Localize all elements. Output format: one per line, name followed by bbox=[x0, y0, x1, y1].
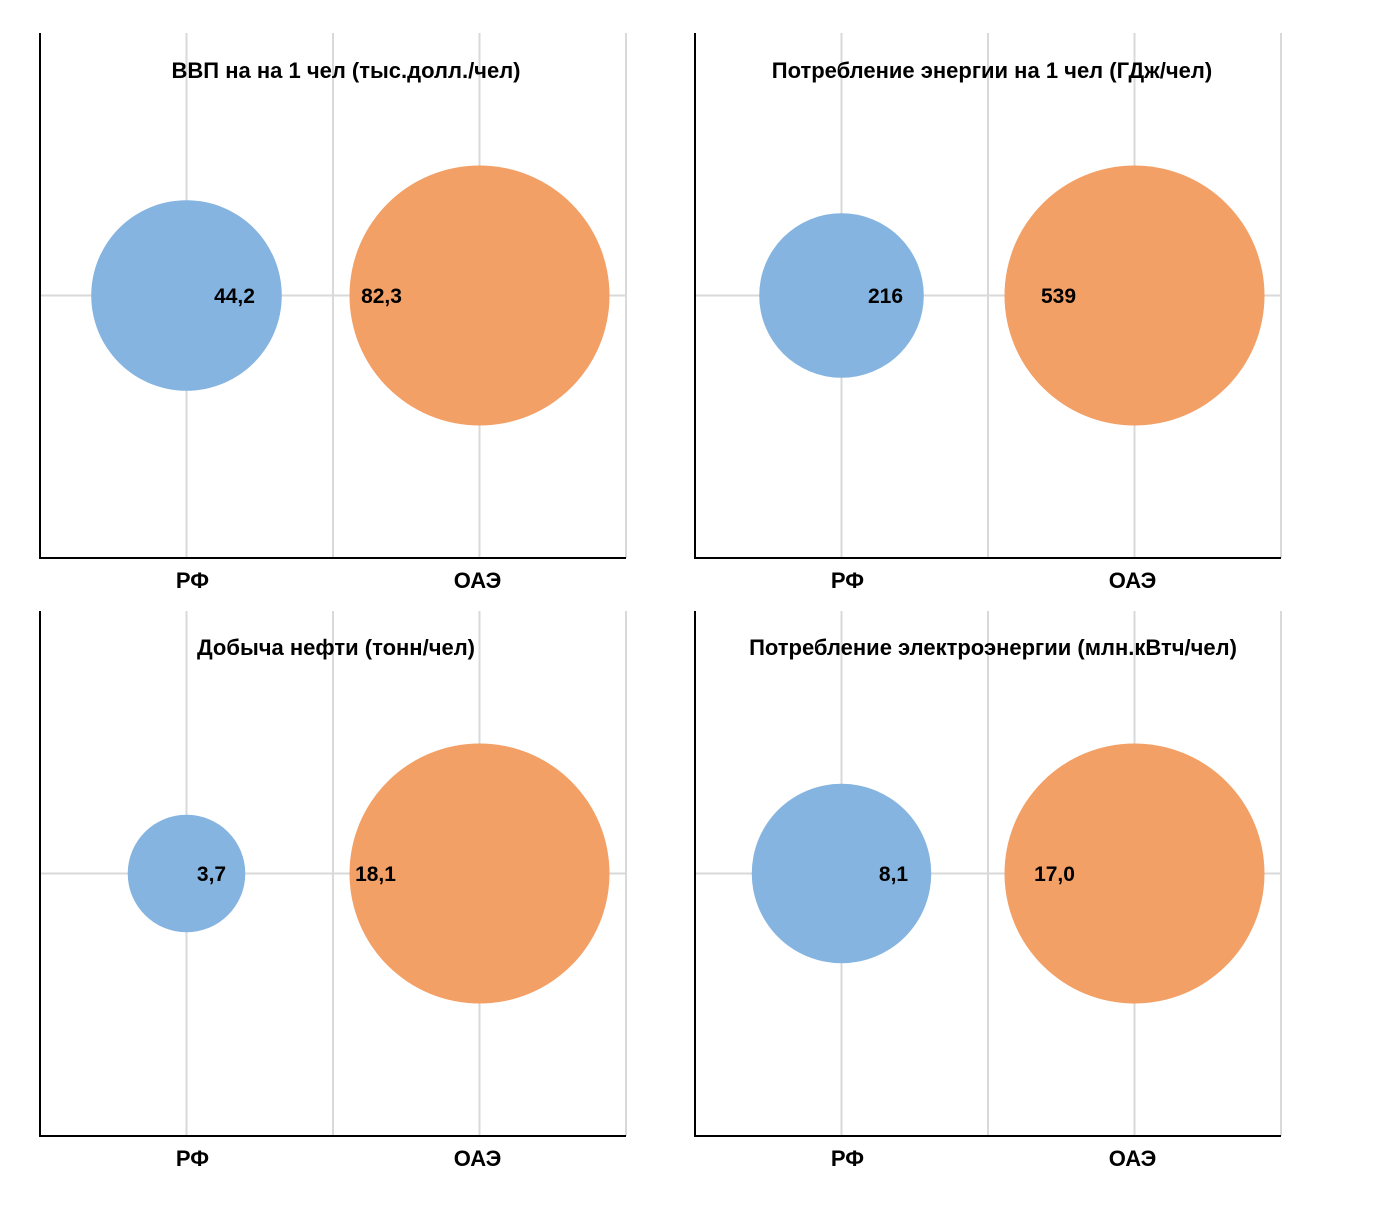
bubble-rf bbox=[91, 200, 282, 391]
chart-title: Потребление энергии на 1 чел (ГДж/чел) bbox=[772, 58, 1212, 83]
x-tick-label: РФ bbox=[176, 1146, 209, 1171]
data-label: 82,3 bbox=[361, 285, 402, 308]
bubble-oae bbox=[349, 165, 610, 426]
bubble-rf bbox=[127, 814, 246, 933]
data-label: 17,0 bbox=[1034, 863, 1075, 886]
x-tick-label: ОАЭ bbox=[1109, 568, 1157, 593]
data-label: 44,2 bbox=[214, 285, 255, 308]
chart-panel-1: ВВП на на 1 чел (тыс.долл./чел) 44,2 82,3 Р… bbox=[39, 33, 627, 593]
bubble-oae bbox=[349, 743, 610, 1004]
data-label: 3,7 bbox=[197, 863, 226, 886]
chart-title: Добыча нефти (тонн/чел) bbox=[197, 635, 475, 660]
bubble-oae bbox=[1004, 743, 1265, 1004]
bubble-oae bbox=[1004, 165, 1265, 426]
data-label: 539 bbox=[1041, 285, 1076, 308]
bubble-rf bbox=[751, 783, 932, 964]
chart-panel-2: Потребление энергии на 1 чел (ГДж/чел) 21… bbox=[694, 33, 1282, 593]
data-label: 216 bbox=[868, 285, 903, 308]
chart-title: ВВП на на 1 чел (тыс.долл./чел) bbox=[172, 58, 521, 83]
x-tick-label: РФ bbox=[831, 568, 864, 593]
chart-panel-3: Добыча нефти (тонн/чел) 3,7 18,1 РФ ОАЭ bbox=[39, 611, 627, 1171]
x-tick-label: ОАЭ bbox=[454, 1146, 502, 1171]
chart-title: Потребление электроэнергии (млн.кВтч/чел… bbox=[749, 635, 1237, 660]
data-label: 8,1 bbox=[879, 863, 909, 886]
data-label: 18,1 bbox=[355, 863, 396, 886]
chart-panel-4: Потребление электроэнергии (млн.кВтч/чел… bbox=[694, 611, 1282, 1171]
x-tick-label: РФ bbox=[176, 568, 209, 593]
bubble-rf bbox=[759, 213, 924, 378]
x-tick-label: ОАЭ bbox=[454, 568, 502, 593]
x-tick-label: РФ bbox=[831, 1146, 864, 1171]
x-tick-label: ОАЭ bbox=[1109, 1146, 1157, 1171]
